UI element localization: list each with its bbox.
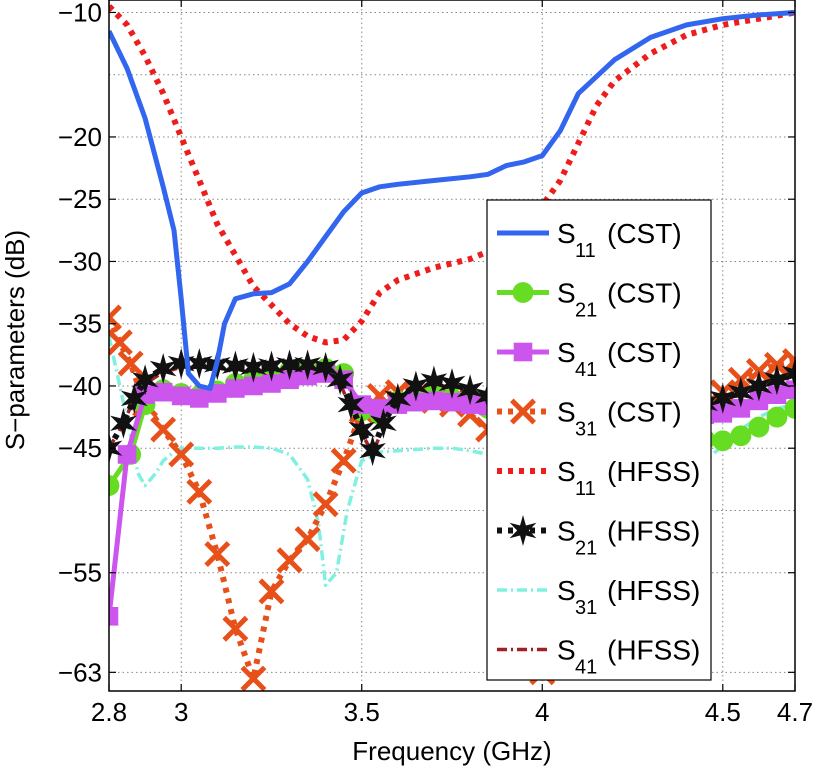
legend-label-main: S [557,278,576,309]
data-point [312,491,339,518]
legend-label-main: S [557,397,576,428]
data-point [276,349,303,381]
legend-label-main: S [557,218,576,249]
legend-label-suffix: (CST) [607,278,682,309]
data-point [512,282,534,303]
y-tick-label: −30 [58,246,102,276]
data-point [359,435,386,467]
data-point [294,349,322,381]
legend-item: S41 (CST) [497,337,682,381]
data-point [312,351,340,383]
data-point [730,425,752,447]
y-tick-label: −63 [58,657,102,687]
data-point [509,515,537,546]
data-point [294,526,321,553]
legend-label-sub: 11 [575,240,596,262]
legend-label-suffix: (HFSS) [607,575,700,606]
series-s11-cst [109,10,796,391]
x-axis-title: Frequency (GHz) [352,736,551,766]
legend-label-sub: 31 [575,419,597,441]
data-point [369,407,397,439]
legend-box [486,199,712,681]
legend-label-suffix: (CST) [607,337,682,368]
data-point [456,374,484,406]
legend-label-suffix: (CST) [607,218,682,249]
data-point [171,386,191,406]
data-point [167,348,195,380]
data-point [748,416,770,438]
x-tick-label: 4.7 [777,697,813,727]
y-tick-label: −35 [58,309,102,339]
series-line [109,4,796,346]
x-tick-label: 2.8 [91,697,127,727]
data-point [276,547,303,574]
data-point [326,364,354,396]
y-tick-label: −45 [58,433,102,463]
legend-label-sub: 21 [575,300,597,322]
data-point [110,407,137,439]
legend-label-sub: 41 [575,657,597,679]
data-point [186,478,213,505]
data-point [109,606,119,626]
x-tick-label: 3 [174,697,188,727]
y-tick-label: −55 [58,558,102,588]
y-tick-label: −10 [58,0,102,27]
x-tick-label: 4.5 [705,697,741,727]
data-point [226,379,245,398]
data-point [117,350,144,377]
series-s11-hfss [109,4,796,346]
data-point [712,430,734,452]
legend-item: S21 (CST) [497,278,682,322]
y-tick-label: −40 [58,371,102,401]
x-tick-label: 3.5 [344,697,380,727]
legend-label-main: S [557,635,576,666]
data-point [109,304,122,331]
legend: S11(CST)S21(CST)S41(CST)S31(CST)S11(HFSS… [486,199,712,681]
data-point [348,414,376,445]
legend-label-main: S [557,456,576,487]
legend-label-suffix: (HFSS) [607,456,700,487]
legend-label-sub: 41 [575,359,597,381]
legend-item: S31 (CST) [497,397,682,441]
data-point [168,441,195,468]
legend-label-suffix: (HFSS) [607,635,700,666]
data-point [189,389,209,408]
legend-label-sub: 31 [575,597,597,619]
legend-item: S11 (HFSS) [497,456,700,500]
legend-label-sub: 21 [575,538,597,560]
data-point [420,365,448,397]
data-point [240,665,267,692]
data-point [438,368,466,399]
legend-item: S41 (HFSS) [497,635,700,679]
data-point [337,389,365,421]
data-point [510,398,536,425]
data-point [221,350,249,382]
y-tick-label: −25 [58,184,102,214]
legend-label-suffix: (CST) [607,397,682,428]
legend-item: S11 (CST) [497,218,682,262]
legend-item: S21 (HFSS) [497,515,700,560]
series-line [109,10,796,391]
legend-label-main: S [557,516,576,547]
data-point [204,541,231,568]
y-tick-label: −20 [58,122,102,152]
plot-frame [108,0,796,692]
data-point [109,329,133,356]
data-point [258,578,285,605]
data-point [150,416,177,443]
ticks: 2.8 3 3.5 4 4.5 4.7 −10 −20 −25 −30 −35 −40 −45 −55 −6… [58,0,813,727]
data-point [513,342,533,362]
data-point [766,406,788,428]
legend-item: S31 (HFSS) [497,575,700,619]
legend-label-main: S [557,575,576,606]
legend-label-main: S [557,337,576,368]
legend-label-sub: 11 [575,478,596,500]
data-point [330,447,357,474]
x-tick-label: 4 [535,697,549,727]
y-axis-title: S−parameters (dB) [0,230,30,450]
legend-label-suffix: (HFSS) [607,516,700,547]
data-point [222,615,249,642]
